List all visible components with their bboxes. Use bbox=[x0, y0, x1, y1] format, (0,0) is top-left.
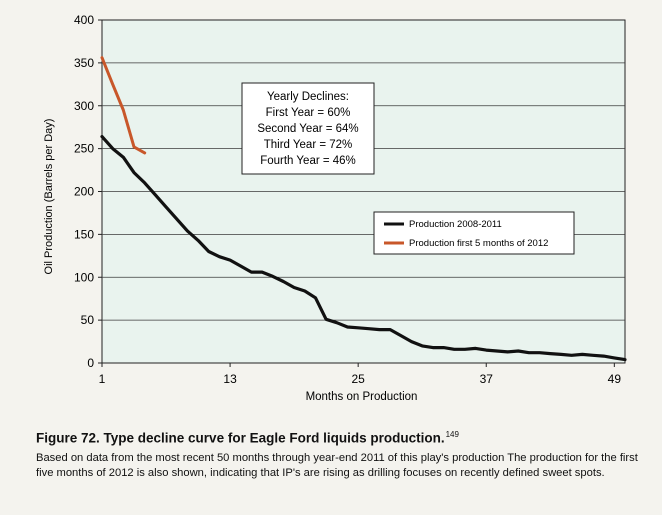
decline-chart: 0 50 100 150 200 250 300 350 400 1 13 25 37 49 Oil P… bbox=[43, 13, 627, 403]
series-lines bbox=[100, 56, 627, 362]
y-tick-label: 200 bbox=[74, 185, 94, 199]
annotation-line: First Year = 60% bbox=[266, 107, 351, 119]
y-tick-label: 300 bbox=[74, 99, 94, 113]
x-tick-label: 13 bbox=[223, 372, 237, 386]
annotation-line: Third Year = 72% bbox=[264, 139, 353, 151]
yearly-declines-box: Yearly Declines: First Year = 60% Second… bbox=[241, 82, 375, 175]
series-line-production-2012 bbox=[100, 56, 147, 155]
caption-reference: 149 bbox=[445, 430, 459, 439]
x-tick-label: 1 bbox=[99, 372, 106, 386]
caption-title: Figure 72. Type decline curve for Eagle … bbox=[36, 430, 646, 446]
annotation-line: Fourth Year = 46% bbox=[260, 155, 356, 167]
x-axis-ticks: 1 13 25 37 49 bbox=[99, 363, 622, 386]
y-tick-label: 0 bbox=[87, 356, 94, 370]
caption-body: Based on data from the most recent 50 mo… bbox=[36, 451, 638, 479]
x-axis-label: Months on Production bbox=[306, 391, 418, 403]
caption-title-text: Figure 72. Type decline curve for Eagle … bbox=[36, 430, 445, 446]
y-tick-label: 150 bbox=[74, 227, 94, 241]
y-tick-label: 350 bbox=[74, 56, 94, 70]
annotation-title: Yearly Declines: bbox=[267, 91, 349, 103]
y-tick-label: 250 bbox=[74, 142, 94, 156]
x-tick-label: 49 bbox=[608, 372, 622, 386]
legend-label-production-2008-2011: Production 2008-2011 bbox=[409, 219, 502, 230]
series-line-production-2008-2011 bbox=[100, 135, 627, 362]
y-tick-label: 100 bbox=[74, 270, 94, 284]
y-tick-label: 400 bbox=[74, 13, 94, 27]
y-tick-label: 50 bbox=[81, 313, 95, 327]
figure-caption: Figure 72. Type decline curve for Eagle … bbox=[36, 430, 646, 481]
legend-label-production-2012: Production first 5 months of 2012 bbox=[409, 238, 548, 249]
y-axis-ticks: 0 50 100 150 200 250 300 350 400 bbox=[74, 13, 102, 370]
x-tick-label: 25 bbox=[351, 372, 365, 386]
x-tick-label: 37 bbox=[480, 372, 494, 386]
legend: Production 2008-2011 Production first 5 … bbox=[373, 211, 575, 255]
y-axis-label: Oil Production (Barrels per Day) bbox=[43, 119, 55, 275]
annotation-line: Second Year = 64% bbox=[257, 123, 358, 135]
